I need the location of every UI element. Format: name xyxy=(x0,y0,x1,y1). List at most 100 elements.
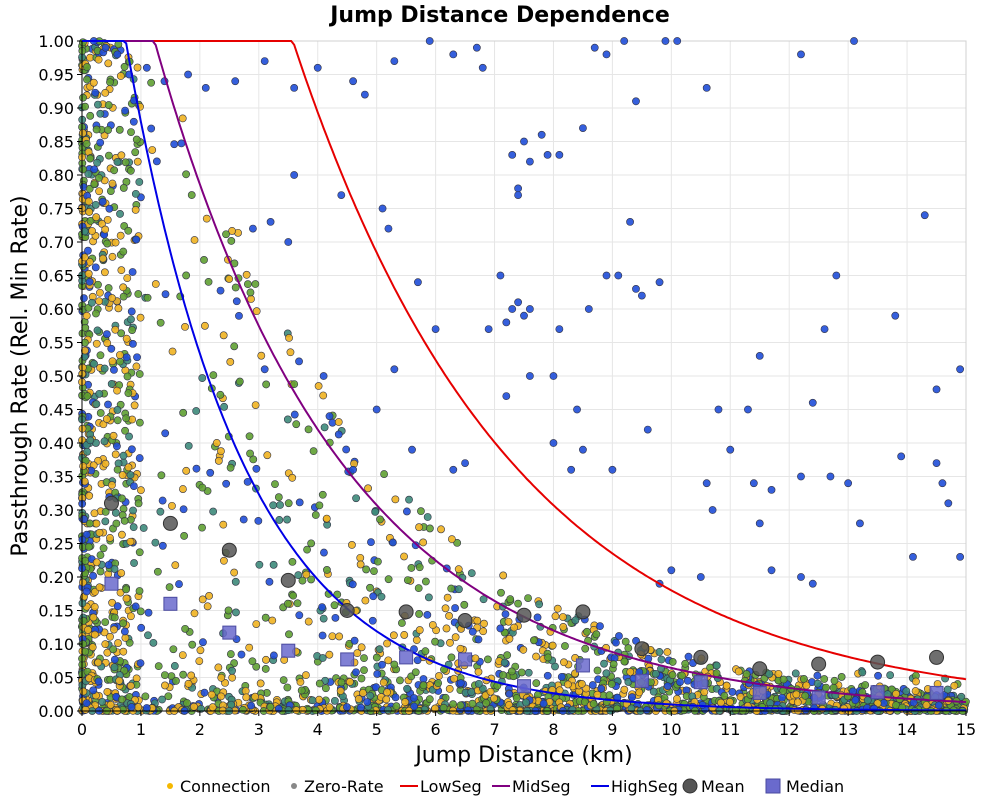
scatter-point xyxy=(164,692,173,701)
scatter-point xyxy=(376,515,384,524)
scatter-point xyxy=(245,643,254,652)
scatter-point xyxy=(143,293,152,302)
scatter-point xyxy=(251,401,260,409)
scatter-point xyxy=(82,530,91,539)
scatter-point xyxy=(126,166,135,175)
scatter-point xyxy=(445,612,453,620)
scatter-point xyxy=(217,673,226,682)
scatter-point xyxy=(131,148,140,157)
scatter-point xyxy=(83,392,92,400)
scatter-point xyxy=(82,587,91,596)
scatter-point xyxy=(514,599,522,608)
scatter-point xyxy=(96,567,105,576)
scatter-point xyxy=(778,693,786,702)
scatter-point xyxy=(86,436,95,445)
scatter-point xyxy=(366,583,374,592)
legend-label: Median xyxy=(786,777,844,796)
scatter-point xyxy=(588,681,597,689)
scatter-point xyxy=(154,662,163,671)
scatter-point xyxy=(228,666,236,675)
scatter-point xyxy=(957,692,966,701)
median-marker xyxy=(517,679,531,694)
scatter-point xyxy=(119,247,128,256)
scatter-point xyxy=(104,561,113,569)
scatter-point xyxy=(271,480,279,489)
scatter-point xyxy=(349,77,357,86)
scatter-point xyxy=(217,447,225,456)
scatter-point xyxy=(181,323,189,331)
scatter-point xyxy=(104,151,113,160)
scatter-point xyxy=(336,686,345,695)
scatter-point xyxy=(767,485,776,494)
scatter-point xyxy=(103,239,112,248)
scatter-point xyxy=(543,150,552,159)
scatter-point xyxy=(372,653,381,662)
scatter-point xyxy=(364,484,372,493)
scatter-point xyxy=(102,415,111,423)
scatter-point xyxy=(532,679,541,688)
median-marker xyxy=(340,652,355,667)
scatter-point xyxy=(228,673,237,682)
scatter-point xyxy=(212,439,221,447)
scatter-point xyxy=(549,372,558,380)
x-tick-label: 6 xyxy=(431,720,441,739)
scatter-point xyxy=(383,706,392,714)
scatter-point xyxy=(116,72,125,80)
scatter-point xyxy=(503,651,512,660)
scatter-point xyxy=(307,575,315,584)
scatter-point xyxy=(313,63,322,72)
scatter-point xyxy=(108,179,117,188)
scatter-point xyxy=(517,668,526,677)
scatter-point xyxy=(124,389,133,398)
scatter-point xyxy=(628,693,637,702)
scatter-point xyxy=(156,507,165,516)
scatter-point xyxy=(249,455,258,464)
legend-item-connection: Connection xyxy=(167,777,271,796)
scatter-point xyxy=(84,269,93,278)
scatter-point xyxy=(508,150,517,159)
scatter-point xyxy=(104,59,113,68)
scatter-point xyxy=(131,189,140,198)
scatter-point xyxy=(274,493,283,502)
scatter-point xyxy=(120,627,129,636)
scatter-point xyxy=(89,686,98,695)
scatter-point xyxy=(405,495,413,504)
scatter-point xyxy=(443,593,452,602)
scatter-point xyxy=(293,599,302,608)
scatter-point xyxy=(231,77,240,86)
scatter-point xyxy=(673,694,681,703)
scatter-point xyxy=(134,703,143,712)
scatter-point xyxy=(248,657,257,666)
scatter-point xyxy=(909,553,917,561)
scatter-point xyxy=(118,471,127,479)
scatter-point xyxy=(269,651,278,660)
scatter-point xyxy=(396,676,404,685)
scatter-point xyxy=(428,621,437,629)
scatter-point xyxy=(318,654,327,662)
scatter-point xyxy=(892,689,900,698)
scatter-point xyxy=(157,471,166,480)
scatter-point xyxy=(228,227,236,235)
scatter-point xyxy=(172,677,180,685)
scatter-point xyxy=(78,38,87,47)
scatter-point xyxy=(774,669,783,678)
scatter-point xyxy=(320,548,328,557)
scatter-point xyxy=(132,235,141,244)
scatter-point xyxy=(356,553,365,562)
scatter-point xyxy=(891,311,900,320)
scatter-point xyxy=(950,681,959,690)
scatter-point xyxy=(103,215,112,224)
scatter-point xyxy=(678,671,686,680)
scatter-point xyxy=(136,313,145,322)
scatter-point xyxy=(474,679,483,688)
scatter-point xyxy=(478,63,487,72)
scatter-point xyxy=(334,430,343,439)
scatter-point xyxy=(642,706,651,714)
scatter-point xyxy=(755,519,764,528)
scatter-point xyxy=(198,483,207,492)
scatter-point xyxy=(95,187,104,196)
scatter-point xyxy=(820,675,829,683)
scatter-point xyxy=(514,191,523,199)
scatter-point xyxy=(290,171,299,179)
scatter-point xyxy=(484,325,493,333)
